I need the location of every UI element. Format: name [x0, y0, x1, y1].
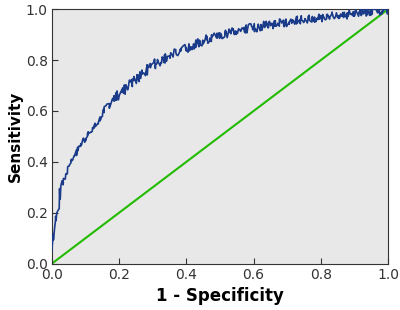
- X-axis label: 1 - Specificity: 1 - Specificity: [156, 287, 284, 305]
- Y-axis label: Sensitivity: Sensitivity: [8, 91, 23, 182]
